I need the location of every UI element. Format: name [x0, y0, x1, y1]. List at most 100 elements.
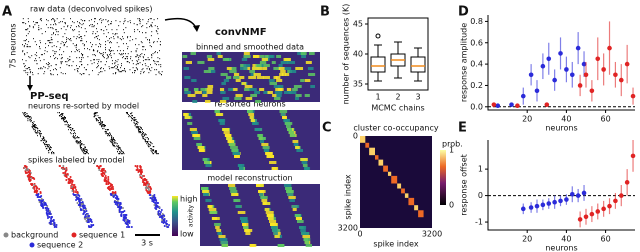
- raster-dot: [29, 179, 32, 181]
- raster-dot: [124, 222, 127, 224]
- raster-tick: [81, 59, 82, 61]
- raster-tick: [62, 117, 63, 119]
- raster-tick: [40, 42, 41, 44]
- heatmap-cell: [262, 146, 270, 149]
- raster-tick: [112, 139, 114, 141]
- raster-tick: [75, 135, 76, 137]
- heatmap-cell: [255, 100, 262, 103]
- raster-tick: [60, 58, 62, 60]
- raster-tick: [157, 33, 159, 35]
- title: cluster co-occupancy: [353, 124, 438, 133]
- raster-tick: [56, 69, 57, 71]
- raster-tick: [47, 144, 49, 146]
- raster-dot: [155, 200, 158, 202]
- y-label: spike index: [344, 174, 353, 219]
- raster-tick: [119, 152, 121, 154]
- raster-tick: [81, 143, 82, 145]
- raster-tick: [25, 35, 27, 37]
- raster-tick: [35, 60, 37, 62]
- raster-tick: [73, 36, 75, 38]
- raster-dot: [47, 210, 50, 212]
- raster-tick: [133, 29, 135, 31]
- raster-tick: [85, 147, 86, 149]
- heatmap-cell: [254, 128, 263, 131]
- raster-dot: [123, 210, 126, 212]
- raster-tick: [111, 29, 113, 31]
- raster-tick: [53, 24, 54, 26]
- raster-dot: [156, 206, 159, 208]
- heatmap-cell: [183, 113, 189, 116]
- raster-dot: [85, 210, 88, 212]
- colorbar: [172, 196, 178, 236]
- raster-tick: [23, 113, 25, 115]
- heatmap-cell: [280, 61, 289, 64]
- heatmap-cell: [287, 61, 296, 64]
- text: neurons re-sorted by model: [28, 102, 139, 111]
- raster-tick: [118, 69, 119, 71]
- heatmap-cell: [293, 85, 302, 88]
- raster-tick: [139, 126, 141, 128]
- raster-tick: [109, 41, 111, 43]
- raster-tick: [75, 26, 77, 28]
- raster-tick: [100, 46, 101, 48]
- raster-tick: [33, 121, 35, 123]
- raster-tick: [135, 126, 137, 128]
- raster-tick: [118, 70, 120, 72]
- raster-tick: [145, 134, 147, 136]
- raster-dot: [97, 167, 100, 169]
- raster-tick: [33, 21, 34, 23]
- raster-tick: [153, 60, 154, 62]
- raster-tick: [95, 119, 97, 121]
- raster-tick: [94, 37, 96, 39]
- raster-dot: [58, 165, 61, 167]
- raster-dot: [147, 184, 150, 186]
- raster-tick: [135, 124, 136, 126]
- raster-tick: [147, 145, 149, 147]
- raster-dot: [103, 177, 106, 179]
- raster-tick: [40, 18, 42, 20]
- raster-tick: [28, 41, 30, 43]
- raster-dot: [83, 216, 86, 218]
- raster-dot: [39, 191, 42, 193]
- raster-tick: [34, 54, 36, 56]
- raster-tick: [37, 73, 39, 75]
- raster-tick: [51, 39, 53, 41]
- raster-tick: [110, 55, 112, 57]
- heatmap-cell: [280, 70, 286, 73]
- raster-tick: [74, 69, 76, 71]
- raster-tick: [79, 143, 81, 145]
- raster-tick: [80, 40, 82, 42]
- raster-tick: [51, 34, 53, 36]
- raster-tick: [144, 134, 146, 136]
- raster-tick: [53, 153, 55, 155]
- heatmap-cell: [230, 146, 238, 149]
- heatmap-cell: [300, 158, 308, 161]
- raster-tick: [132, 63, 134, 65]
- raster-tick: [79, 144, 81, 146]
- raster-tick: [76, 44, 77, 46]
- raster-dot: [85, 220, 88, 222]
- raster-tick: [79, 147, 81, 149]
- raster-tick: [32, 26, 34, 28]
- raster-tick: [27, 72, 29, 74]
- raster-tick: [123, 50, 124, 52]
- raster-tick: [157, 61, 159, 63]
- raster-tick: [76, 65, 77, 67]
- raster-tick: [122, 70, 124, 72]
- heatmap-cell: [234, 155, 240, 158]
- raster-dot: [78, 200, 81, 202]
- raster-tick: [151, 67, 153, 69]
- raster-tick: [78, 137, 80, 139]
- raster-dot: [145, 181, 148, 183]
- raster-tick: [115, 65, 117, 67]
- heatmap-cell: [217, 232, 223, 235]
- raster-tick: [103, 57, 105, 59]
- raster-tick: [77, 142, 79, 144]
- raster-tick: [33, 126, 35, 128]
- raster-tick: [22, 18, 24, 20]
- raster-tick: [109, 134, 111, 136]
- raster-tick: [86, 152, 87, 154]
- raster-tick: [43, 73, 45, 75]
- raster-tick: [118, 146, 120, 148]
- heatmap-cell: [252, 64, 257, 67]
